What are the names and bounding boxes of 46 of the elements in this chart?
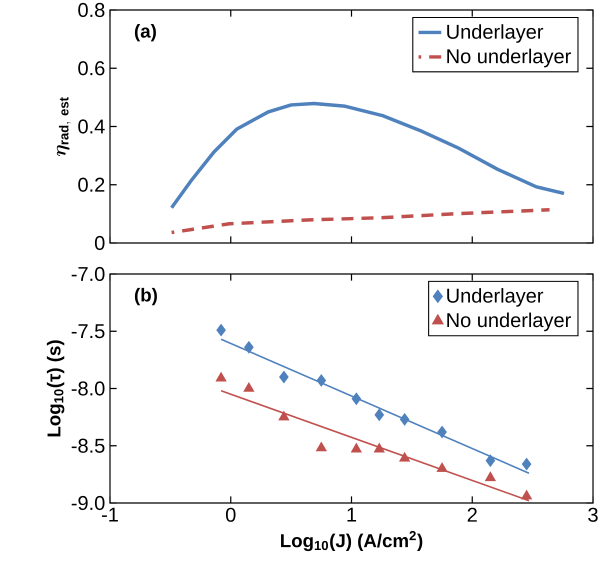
point bbox=[521, 490, 532, 500]
point bbox=[374, 408, 384, 422]
line-series bbox=[170, 208, 552, 234]
annotation: (b) bbox=[134, 288, 157, 306]
legend-label: Underlayer bbox=[447, 288, 544, 307]
point bbox=[216, 324, 226, 336]
point bbox=[486, 454, 496, 467]
point bbox=[316, 374, 326, 387]
point bbox=[352, 392, 362, 406]
point bbox=[216, 372, 227, 382]
x-axis-title: Log$_{10}$(J) (A/cm$^{2}$) bbox=[281, 531, 422, 552]
legend-label: No underlayer bbox=[447, 312, 571, 332]
point bbox=[484, 472, 496, 482]
point bbox=[400, 413, 410, 426]
y-axis-title: $\boldsymbol{\eta}_{\mathbf{rad,\ est}}$ bbox=[56, 97, 71, 156]
point bbox=[316, 442, 327, 452]
point bbox=[279, 370, 289, 384]
y-tick-label: 0 bbox=[94, 236, 104, 250]
legend-label: No underlayer bbox=[447, 48, 571, 68]
y-tick-label: 0.2 bbox=[78, 178, 104, 192]
y-tick-label: -8.0 bbox=[72, 381, 104, 396]
y-axis-title: Log$_{10}$(τ) (s) bbox=[46, 340, 64, 436]
point bbox=[437, 426, 447, 438]
point bbox=[436, 462, 448, 472]
y-tick-label: -7.5 bbox=[72, 324, 104, 338]
point bbox=[244, 341, 254, 354]
line-series bbox=[170, 102, 566, 210]
x-tick-label: -1 bbox=[102, 508, 118, 522]
y-tick-label: -7.0 bbox=[72, 266, 104, 282]
y-tick-label: 0.6 bbox=[78, 61, 104, 76]
annotation: (a) bbox=[134, 24, 156, 42]
y-tick-label: -9.0 bbox=[72, 496, 104, 510]
x-tick-label: 3 bbox=[588, 508, 598, 522]
point bbox=[278, 410, 290, 420]
point bbox=[522, 458, 532, 470]
y-tick-label: 0.4 bbox=[78, 119, 105, 134]
y-tick-label: 0.8 bbox=[78, 2, 104, 18]
y-tick-label: -8.5 bbox=[72, 438, 104, 453]
point bbox=[350, 442, 362, 452]
point bbox=[399, 452, 410, 462]
x-tick-label: 2 bbox=[468, 508, 477, 522]
legend-label: Underlayer bbox=[447, 24, 544, 43]
x-tick-label: 0 bbox=[226, 508, 236, 522]
point bbox=[243, 382, 254, 392]
x-tick-label: 1 bbox=[347, 508, 356, 522]
point bbox=[374, 442, 385, 452]
